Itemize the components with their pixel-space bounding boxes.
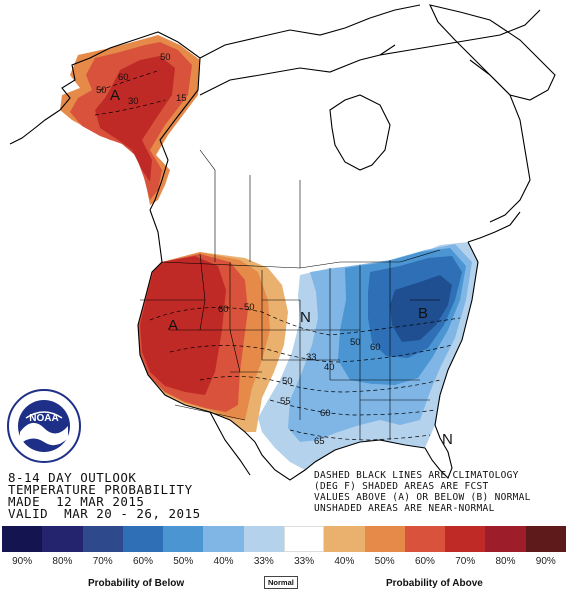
legend-tick-label: 90% [535, 556, 556, 567]
note-line: UNSHADED AREAS ARE NEAR-NORMAL [314, 503, 495, 514]
contour-label: 50 [350, 337, 361, 348]
legend-ticks: 90% 80% 70% 60% 50% 40% 33% 33% 40% 50% 60% 70% 80% 9… [2, 556, 566, 567]
east-below-70-region [390, 275, 452, 342]
contour-label: 40 [324, 362, 335, 373]
alaska-above-60-region [95, 56, 175, 182]
florida-category-label: N [442, 431, 453, 448]
legend-tick-label: 40% [334, 556, 355, 567]
contour-label: 50 [244, 302, 255, 313]
contour-label: 50 [96, 85, 107, 96]
note-line: (DEG F) SHADED AREAS ARE FCST [314, 481, 489, 492]
legend-swatch [163, 526, 204, 552]
contour-label: 50 [282, 376, 293, 387]
legend-tick-label: 70% [455, 556, 476, 567]
contour-label: 65 [314, 436, 325, 447]
legend-swatch [485, 526, 526, 552]
stamp-line: MADE 12 MAR 2015 [8, 494, 145, 509]
legend-tick-label: 70% [92, 556, 113, 567]
political-borders [140, 149, 441, 440]
stamp-line: VALID MAR 20 - 26, 2015 [8, 506, 201, 521]
contour-label: 50 [160, 52, 171, 63]
contour-label: 15 [176, 93, 187, 104]
legend-tick-label: 80% [52, 556, 73, 567]
outlook-stamp: 8-14 DAY OUTLOOK TEMPERATURE PROBABILITY M… [8, 470, 201, 521]
contour-label: 60 [370, 342, 381, 353]
stamp-line: TEMPERATURE PROBABILITY [8, 482, 193, 497]
legend-tick-label: 80% [495, 556, 516, 567]
legend-swatch [82, 526, 123, 552]
east-category-label: B [418, 305, 428, 322]
legend-swatch [42, 526, 83, 552]
coastlines [9, 4, 556, 481]
below-legend-title: Probability of Below [88, 578, 185, 589]
contour-label: 60 [218, 304, 229, 315]
contour-label: 33 [306, 352, 317, 363]
legend-swatch [324, 526, 365, 552]
legend-tick-label: 90% [12, 556, 33, 567]
noaa-logo-text: NOAA [29, 413, 58, 424]
alaska-category-label: A [110, 87, 120, 104]
noaa-logo-icon: NOAA [7, 389, 81, 463]
legend-tick-label: 33% [253, 556, 274, 567]
contour-label: 55 [280, 396, 291, 407]
legend-swatch [404, 526, 446, 552]
normal-legend-title: Normal [264, 576, 298, 589]
legend-swatch [122, 526, 164, 552]
contour-label: 60 [320, 408, 331, 419]
legend-swatch [445, 526, 486, 552]
climatology-contours [94, 69, 461, 441]
note-line: VALUES ABOVE (A) OR BELOW (B) NORMAL [314, 492, 531, 503]
west-category-label: A [168, 317, 178, 334]
west-above-60-region [140, 256, 226, 395]
legend-titles: Probability of Below Normal Probability … [0, 576, 568, 596]
color-legend [2, 526, 566, 552]
legend-tick-label: 50% [173, 556, 194, 567]
legend-swatch [364, 526, 405, 552]
contour-label: 60 [118, 72, 129, 83]
outlook-map: A A B N N 50 60 15 50 30 60 50 50 60 33 … [9, 4, 556, 481]
legend-note: DASHED BLACK LINES ARE CLIMATOLOGY (DEG F… [314, 470, 531, 514]
legend-swatch [525, 526, 566, 552]
legend-swatch [2, 526, 43, 552]
contour-label: 30 [128, 96, 139, 107]
legend-swatch [283, 526, 325, 552]
central-category-label: N [300, 309, 311, 326]
above-legend-title: Probability of Above [386, 578, 483, 589]
legend-tick-label: 60% [132, 556, 153, 567]
legend-tick-label: 33% [294, 556, 315, 567]
legend-tick-label: 40% [213, 556, 234, 567]
note-line: DASHED BLACK LINES ARE CLIMATOLOGY [314, 470, 519, 481]
stamp-line: 8-14 DAY OUTLOOK [8, 470, 137, 485]
legend-swatch [203, 526, 244, 552]
legend-tick-label: 50% [374, 556, 395, 567]
legend-tick-label: 60% [414, 556, 435, 567]
legend-swatch [243, 526, 284, 552]
